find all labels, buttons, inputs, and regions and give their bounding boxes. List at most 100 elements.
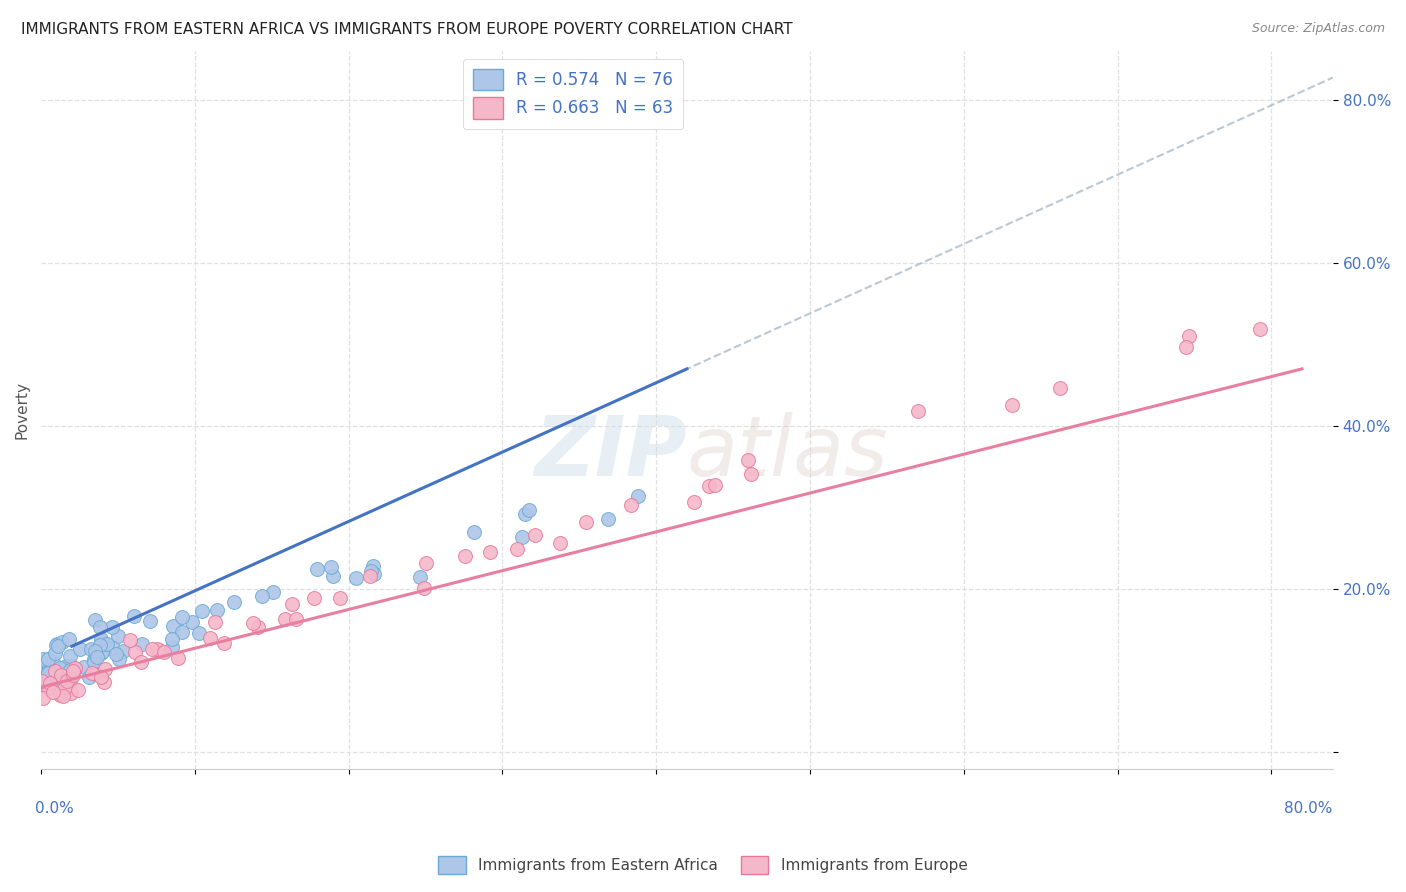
Point [91,645,114,659]
Point [62,668,84,682]
Point [122,608,145,623]
Point [32,691,55,706]
Point [478,545,501,559]
Point [222,595,245,609]
Point [90,632,112,646]
Point [60,671,83,685]
Text: Source: ZipAtlas.com: Source: ZipAtlas.com [1251,22,1385,36]
Point [89,638,111,652]
Text: ZIP: ZIP [534,412,688,493]
Point [190,604,212,618]
Point [31,673,53,688]
Point [107,629,129,643]
Text: atlas: atlas [688,412,889,493]
Point [83,656,105,670]
Point [167,650,190,665]
Point [69,641,91,656]
Point [513,507,536,521]
Point [118,633,141,648]
Point [84,666,107,681]
Point [1049,381,1071,395]
Point [41,684,63,698]
Point [63,661,86,675]
Point [409,570,432,584]
Point [262,584,284,599]
Point [204,615,226,630]
Point [1249,322,1271,336]
Point [52,689,75,703]
Y-axis label: Poverty: Poverty [15,381,30,439]
Point [46,675,69,690]
Point [1001,398,1024,412]
Point [37,665,59,680]
Point [145,642,167,657]
Point [302,591,325,605]
Point [170,609,193,624]
Point [44,646,66,660]
Point [32,667,55,681]
Point [62,664,84,678]
Point [454,549,477,563]
Point [59,663,82,677]
Point [139,614,162,628]
Point [96,637,118,651]
Point [548,535,571,549]
Point [80,642,103,657]
Point [620,498,643,512]
Point [55,673,77,687]
Point [170,625,193,640]
Point [575,515,598,529]
Point [412,581,434,595]
Point [284,612,307,626]
Point [66,683,89,698]
Point [39,676,62,690]
Point [683,495,706,509]
Point [45,638,67,652]
Point [59,686,82,700]
Point [363,566,385,581]
Point [38,659,60,673]
Point [463,524,485,539]
Point [129,655,152,669]
Point [596,512,619,526]
Point [58,632,80,647]
Point [59,648,82,663]
Point [205,603,228,617]
Point [60,658,83,673]
Point [198,632,221,646]
Point [53,680,76,694]
Point [56,673,79,688]
Legend: R = 0.574   N = 76, R = 0.663   N = 63: R = 0.574 N = 76, R = 0.663 N = 63 [463,59,683,128]
Text: 80.0%: 80.0% [1285,801,1333,816]
Point [86,650,108,665]
Point [153,645,176,659]
Point [46,640,69,654]
Point [319,560,342,574]
Point [37,681,59,695]
Point [49,668,72,682]
Point [55,659,77,673]
Point [1178,328,1201,343]
Point [94,662,117,676]
Point [141,642,163,657]
Point [44,677,66,691]
Point [359,569,381,583]
Point [361,559,384,574]
Point [281,597,304,611]
Text: 0.0%: 0.0% [35,801,73,816]
Point [510,530,533,544]
Point [329,591,352,606]
Point [627,490,650,504]
Point [42,655,65,669]
Point [740,467,762,481]
Point [247,620,270,634]
Point [506,542,529,557]
Point [32,652,55,666]
Point [160,632,183,646]
Point [58,681,80,695]
Point [124,645,146,659]
Point [105,647,128,661]
Text: IMMIGRANTS FROM EASTERN AFRICA VS IMMIGRANTS FROM EUROPE POVERTY CORRELATION CHA: IMMIGRANTS FROM EASTERN AFRICA VS IMMIGR… [21,22,793,37]
Point [48,661,70,675]
Point [49,689,72,703]
